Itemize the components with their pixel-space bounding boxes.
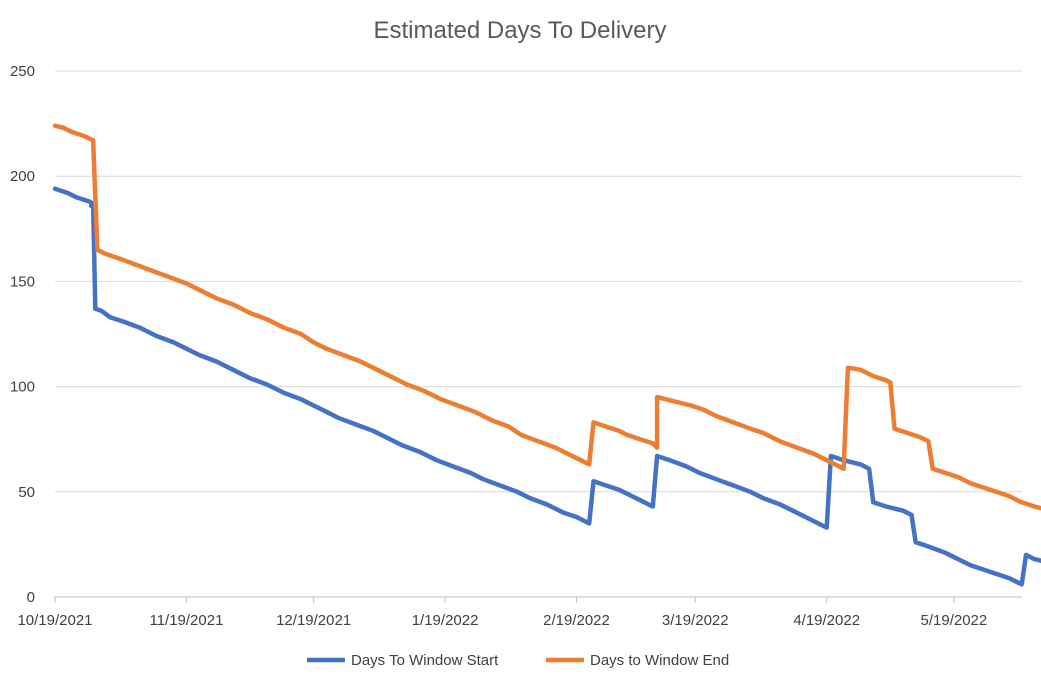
legend-label: Days to Window End	[590, 652, 729, 669]
legend-label: Days To Window Start	[351, 652, 499, 669]
y-tick-label: 150	[10, 273, 35, 290]
x-tick-label: 1/19/2022	[412, 612, 479, 629]
y-tick-label: 50	[18, 484, 35, 501]
y-axis-ticks: 0 50 100 150 200 250	[10, 63, 35, 606]
y-tick-label: 0	[27, 589, 35, 606]
series-line-window-end	[52, 123, 1041, 511]
y-tick-label: 250	[10, 63, 35, 80]
chart-title: Estimated Days To Delivery	[374, 17, 667, 44]
y-tick-label: 100	[10, 379, 35, 396]
x-axis-ticks: 10/19/2021 11/19/2021 12/19/2021 1/19/2022 2…	[17, 597, 987, 629]
x-tick-label: 10/19/2021	[17, 612, 92, 629]
series-lines	[52, 123, 1041, 587]
x-tick-label: 2/19/2022	[543, 612, 610, 629]
gridlines	[55, 70, 1022, 598]
series-line-window-start	[52, 186, 1041, 587]
x-tick-label: 12/19/2021	[276, 612, 351, 629]
x-tick-label: 5/19/2022	[921, 612, 988, 629]
x-tick-label: 3/19/2022	[662, 612, 729, 629]
legend: Days To Window Start Days to Window End	[307, 652, 729, 669]
x-tick-label: 4/19/2022	[793, 612, 860, 629]
x-tick-label: 11/19/2021	[149, 612, 223, 629]
y-tick-label: 200	[10, 168, 35, 185]
